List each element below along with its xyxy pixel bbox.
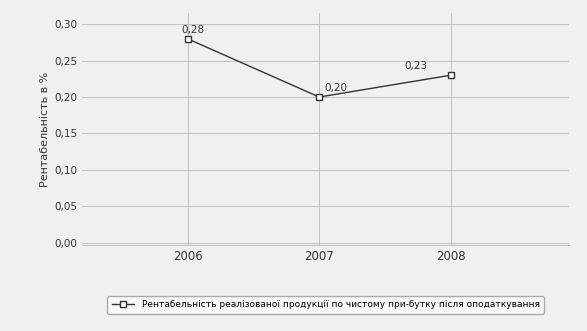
Text: 0,23: 0,23 — [405, 61, 428, 71]
Y-axis label: Рентабельність в %: Рентабельність в % — [40, 71, 50, 187]
Text: 0,20: 0,20 — [325, 83, 348, 93]
Text: 0,28: 0,28 — [181, 25, 204, 35]
Legend: Рентабельність реалізованої продукції по чистому при-бутку після оподаткування: Рентабельність реалізованої продукції по… — [107, 296, 544, 314]
